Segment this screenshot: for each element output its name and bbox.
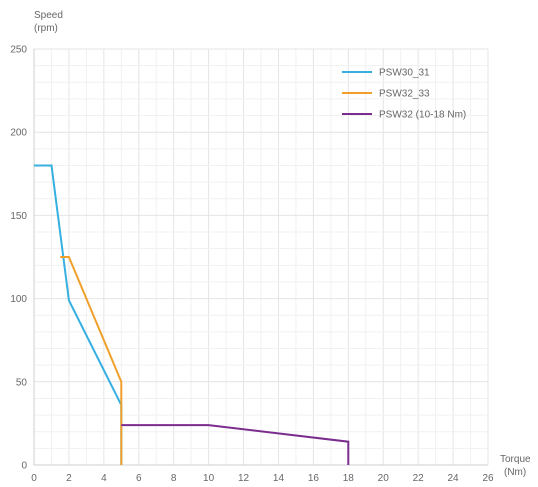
y-tick-label: 100: [10, 294, 27, 305]
axes: Speed (rpm) Torque (Nm): [34, 10, 531, 478]
legend-label-1: PSW30_31: [379, 68, 430, 79]
x-tick-label: 2: [66, 473, 72, 484]
legend: PSW30_31 PSW32_33 PSW32 (10-18 Nm): [342, 68, 466, 121]
y-tick-label: 150: [10, 211, 27, 222]
x-tick-label: 20: [378, 473, 390, 484]
x-tick-label: 18: [343, 473, 355, 484]
series: [34, 164, 350, 465]
x-tick-label: 0: [31, 473, 37, 484]
x-tick-label: 16: [308, 473, 320, 484]
y-tick-label: 250: [10, 45, 27, 56]
y-axis-title-line1: Speed: [34, 10, 63, 21]
legend-label-2: PSW32_33: [379, 89, 430, 100]
y-tick-label: 0: [21, 461, 27, 472]
series-line-3: [121, 424, 350, 465]
x-axis-title-line1: Torque: [500, 454, 531, 465]
x-tick-label: 6: [136, 473, 142, 484]
x-tick-label: 8: [171, 473, 177, 484]
series-line-2: [60, 256, 123, 465]
x-tick-label: 10: [203, 473, 215, 484]
legend-label-3: PSW32 (10-18 Nm): [379, 110, 466, 121]
x-tick-label: 24: [448, 473, 460, 484]
x-tick-label: 22: [413, 473, 425, 484]
x-tick-label: 26: [482, 473, 494, 484]
x-axis-title-line2: (Nm): [504, 467, 526, 478]
y-tick-label: 200: [10, 128, 27, 139]
x-tick-label: 14: [273, 473, 285, 484]
grid: [33, 48, 489, 466]
y-tick-label: 50: [16, 377, 28, 388]
y-axis-title-line2: (rpm): [34, 23, 58, 34]
x-tick-label: 12: [238, 473, 250, 484]
x-tick-label: 4: [101, 473, 107, 484]
